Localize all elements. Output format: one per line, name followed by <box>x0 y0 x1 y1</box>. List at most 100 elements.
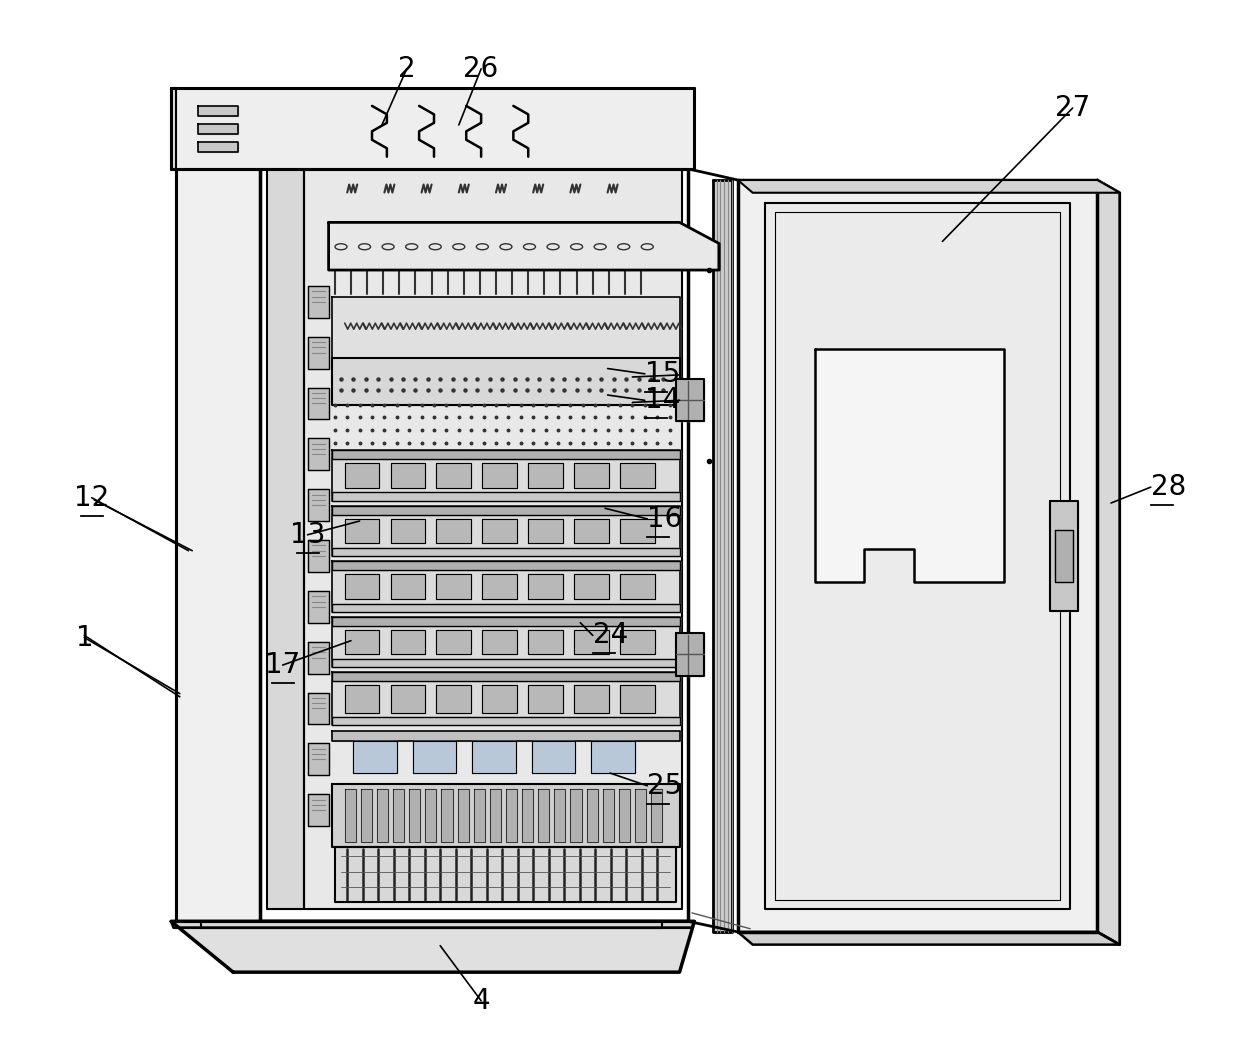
Polygon shape <box>308 540 329 572</box>
Polygon shape <box>506 789 517 842</box>
Polygon shape <box>1050 501 1078 611</box>
Polygon shape <box>574 685 609 713</box>
Polygon shape <box>765 203 1070 909</box>
Polygon shape <box>353 741 397 773</box>
Polygon shape <box>528 574 563 599</box>
Polygon shape <box>482 463 517 488</box>
Polygon shape <box>332 548 680 556</box>
Text: 24: 24 <box>593 622 627 649</box>
Polygon shape <box>391 519 425 543</box>
Text: 13: 13 <box>290 521 325 549</box>
Polygon shape <box>620 685 655 713</box>
Polygon shape <box>361 789 372 842</box>
Polygon shape <box>391 463 425 488</box>
Polygon shape <box>391 574 425 599</box>
Polygon shape <box>391 685 425 713</box>
Polygon shape <box>332 672 680 725</box>
Polygon shape <box>436 463 471 488</box>
Polygon shape <box>538 789 549 842</box>
Polygon shape <box>815 349 1004 582</box>
Polygon shape <box>738 180 1097 932</box>
Polygon shape <box>603 789 614 842</box>
Polygon shape <box>198 106 238 116</box>
Polygon shape <box>676 633 704 676</box>
Polygon shape <box>332 506 680 556</box>
Polygon shape <box>620 519 655 543</box>
Polygon shape <box>522 789 533 842</box>
Polygon shape <box>482 630 517 654</box>
Polygon shape <box>308 286 329 318</box>
Polygon shape <box>198 142 238 152</box>
Polygon shape <box>332 297 680 358</box>
Polygon shape <box>1097 180 1120 945</box>
Polygon shape <box>267 169 304 909</box>
Polygon shape <box>308 693 329 724</box>
Polygon shape <box>332 784 680 847</box>
Polygon shape <box>332 450 680 459</box>
Polygon shape <box>620 630 655 654</box>
Polygon shape <box>413 741 456 773</box>
Polygon shape <box>620 463 655 488</box>
Polygon shape <box>554 789 565 842</box>
Text: 2: 2 <box>398 55 415 83</box>
Polygon shape <box>332 492 680 501</box>
Polygon shape <box>474 789 485 842</box>
Text: 14: 14 <box>645 387 680 414</box>
Polygon shape <box>528 519 563 543</box>
Polygon shape <box>345 574 379 599</box>
Polygon shape <box>635 789 646 842</box>
Polygon shape <box>332 358 680 405</box>
Text: 25: 25 <box>647 772 682 800</box>
Polygon shape <box>393 789 404 842</box>
Polygon shape <box>651 789 662 842</box>
Polygon shape <box>591 741 635 773</box>
Polygon shape <box>436 630 471 654</box>
Polygon shape <box>308 337 329 369</box>
Polygon shape <box>532 741 575 773</box>
Polygon shape <box>332 561 680 570</box>
Polygon shape <box>391 630 425 654</box>
Polygon shape <box>574 519 609 543</box>
Polygon shape <box>308 388 329 419</box>
Polygon shape <box>436 685 471 713</box>
Text: 17: 17 <box>265 651 300 679</box>
Polygon shape <box>329 222 719 270</box>
Text: 1: 1 <box>76 624 93 651</box>
Text: 12: 12 <box>74 484 109 511</box>
Polygon shape <box>176 114 260 921</box>
Polygon shape <box>482 519 517 543</box>
Polygon shape <box>345 685 379 713</box>
Polygon shape <box>587 789 598 842</box>
Polygon shape <box>458 789 469 842</box>
Polygon shape <box>332 506 680 515</box>
Polygon shape <box>171 88 694 169</box>
Polygon shape <box>490 789 501 842</box>
Polygon shape <box>171 88 176 169</box>
Polygon shape <box>1055 530 1073 582</box>
Polygon shape <box>345 463 379 488</box>
Polygon shape <box>308 642 329 674</box>
Polygon shape <box>176 114 260 921</box>
Polygon shape <box>332 604 680 612</box>
Polygon shape <box>436 574 471 599</box>
Polygon shape <box>528 630 563 654</box>
Polygon shape <box>345 630 379 654</box>
Polygon shape <box>308 591 329 623</box>
Polygon shape <box>574 574 609 599</box>
Polygon shape <box>574 630 609 654</box>
Polygon shape <box>308 794 329 826</box>
Polygon shape <box>713 180 732 932</box>
Polygon shape <box>198 124 238 134</box>
Polygon shape <box>332 450 680 501</box>
Polygon shape <box>332 617 680 667</box>
Polygon shape <box>308 743 329 775</box>
Polygon shape <box>332 731 680 741</box>
Polygon shape <box>332 617 680 626</box>
Polygon shape <box>482 685 517 713</box>
Polygon shape <box>308 489 329 521</box>
Polygon shape <box>335 847 676 902</box>
Polygon shape <box>570 789 582 842</box>
Polygon shape <box>201 921 662 928</box>
Text: 4: 4 <box>472 987 490 1015</box>
Polygon shape <box>619 789 630 842</box>
